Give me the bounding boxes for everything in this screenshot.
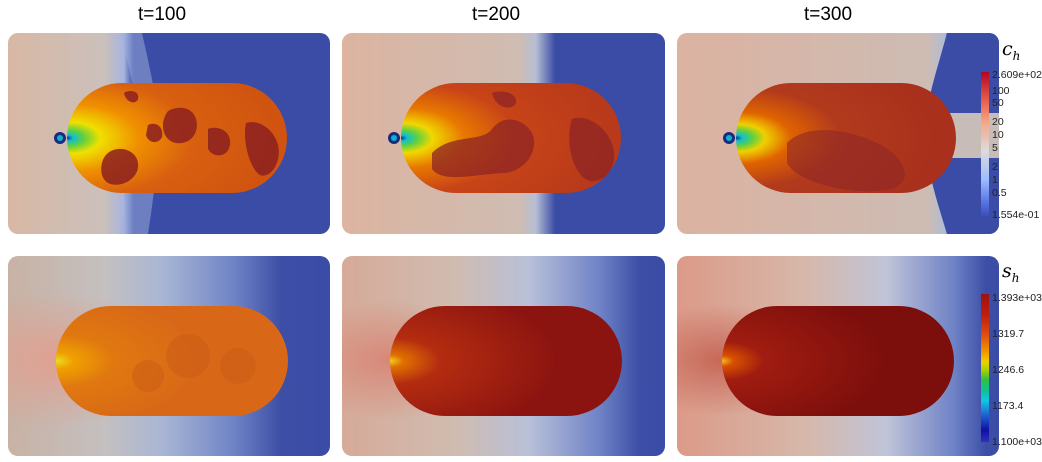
ch-tick-5: 5 bbox=[992, 142, 998, 154]
ch-tick-max: 2.609e+02 bbox=[992, 69, 1042, 81]
ch-colorbar bbox=[981, 72, 989, 216]
ch-tick-100: 100 bbox=[992, 85, 1010, 97]
ch-panel-t300 bbox=[677, 33, 999, 234]
sh-panel-t300 bbox=[677, 256, 999, 456]
sh-tick-min: 1.100e+03 bbox=[992, 436, 1042, 448]
ch-tick-50: 50 bbox=[992, 97, 1004, 109]
sh-inclusion-region bbox=[390, 306, 622, 416]
ch-panel-t200 bbox=[342, 33, 665, 234]
ch-tick-0-5: 0.5 bbox=[992, 187, 1007, 199]
ch-tick-1: 1 bbox=[992, 174, 998, 186]
sh-inclusion-region bbox=[722, 306, 954, 416]
column-title-t200: t=200 bbox=[471, 4, 521, 25]
sh-inclusion-region bbox=[56, 306, 288, 416]
sh-tick-1173-4: 1173.4 bbox=[992, 400, 1024, 412]
column-title-t300: t=300 bbox=[803, 4, 853, 25]
ch-legend-title: ch bbox=[1002, 38, 1021, 63]
sh-legend-title: sh bbox=[1002, 260, 1020, 285]
sh-tick-1319-7: 1319.7 bbox=[992, 328, 1025, 340]
ch-tick-20: 20 bbox=[992, 116, 1004, 128]
sh-panel-t100 bbox=[8, 256, 330, 456]
sh-colorbar bbox=[981, 294, 989, 442]
ch-tick-min: 1.554e-01 bbox=[992, 209, 1040, 221]
sh-panel-t200 bbox=[342, 256, 665, 456]
sh-tick-max: 1.393e+03 bbox=[992, 292, 1042, 304]
ch-tick-10: 10 bbox=[992, 129, 1004, 141]
ch-tick-2: 2 bbox=[992, 161, 998, 173]
column-title-t100: t=100 bbox=[137, 4, 187, 25]
sh-tick-1246-6: 1246.6 bbox=[992, 364, 1025, 376]
ch-panel-t100 bbox=[8, 33, 330, 234]
